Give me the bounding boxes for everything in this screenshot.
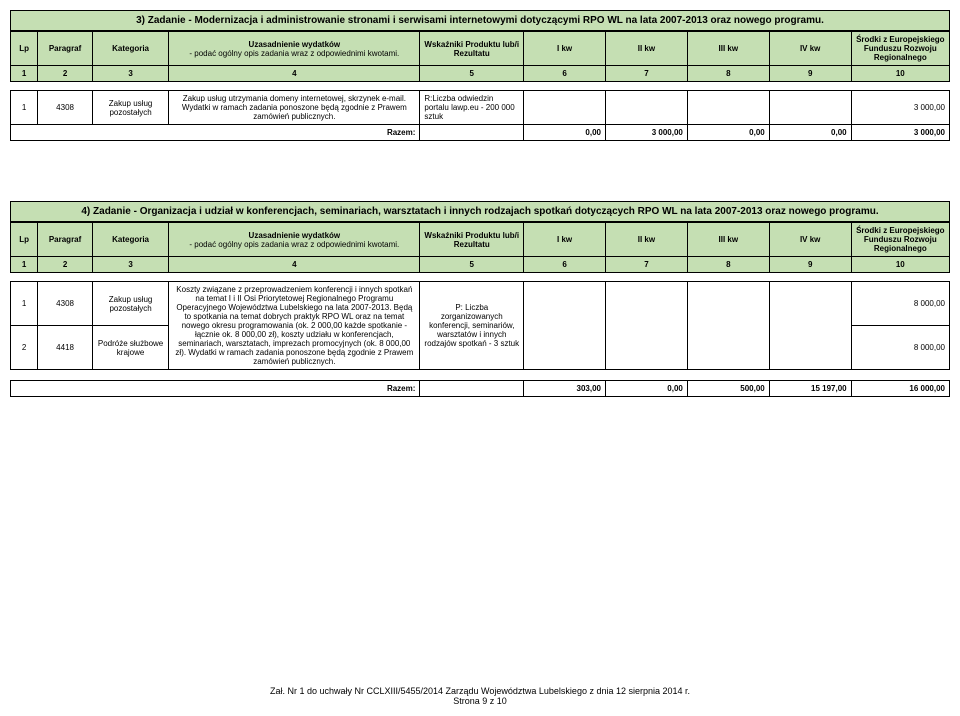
page-footer: Zał. Nr 1 do uchwały Nr CCLXIII/5455/201… <box>0 686 960 706</box>
hdr-kategoria: Kategoria <box>92 32 168 66</box>
cell-srodki: 8 000,00 <box>851 282 949 326</box>
razem-v2: 3 000,00 <box>606 125 688 141</box>
section3-title: 3) Zadanie - Modernizacja i administrowa… <box>10 10 950 31</box>
cell-kategoria: Zakup usług pozostałych <box>92 282 168 326</box>
cell-uzas: Koszty związane z przeprowadzeniem konfe… <box>169 282 420 370</box>
cell-paragraf: 4308 <box>38 91 93 125</box>
hdr-kategoria: Kategoria <box>92 223 168 257</box>
num-9: 9 <box>769 257 851 273</box>
section3-data: 1 4308 Zakup usług pozostałych Zakup usł… <box>10 90 950 141</box>
razem-empty <box>420 125 524 141</box>
hdr-wsk: Wskaźniki Produktu lub/i Rezultatu <box>420 223 524 257</box>
section4-razem: Razem: 303,00 0,00 500,00 15 197,00 16 0… <box>10 380 950 397</box>
hdr-paragraf: Paragraf <box>38 223 93 257</box>
hdr-lp: Lp <box>11 32 38 66</box>
footer-line2: Strona 9 z 10 <box>453 696 507 706</box>
cell-kw1 <box>524 282 606 370</box>
cell-lp: 2 <box>11 326 38 370</box>
cell-paragraf: 4308 <box>38 282 93 326</box>
section3-table: Lp Paragraf Kategoria Uzasadnienie wydat… <box>10 31 950 82</box>
num-4: 4 <box>169 66 420 82</box>
cell-kw2 <box>606 282 688 370</box>
num-1: 1 <box>11 257 38 273</box>
razem-row: Razem: 303,00 0,00 500,00 15 197,00 16 0… <box>11 381 950 397</box>
razem-label: Razem: <box>11 125 420 141</box>
hdr-kw3: III kw <box>687 32 769 66</box>
num-6: 6 <box>524 257 606 273</box>
hdr-kw4: IV kw <box>769 32 851 66</box>
num-8: 8 <box>687 257 769 273</box>
hdr-kw1: I kw <box>524 223 606 257</box>
hdr-kw4: IV kw <box>769 223 851 257</box>
cell-kw3 <box>687 91 769 125</box>
num-3: 3 <box>92 257 168 273</box>
hdr-lp: Lp <box>11 223 38 257</box>
hdr-kw3: III kw <box>687 223 769 257</box>
footer-line1: Zał. Nr 1 do uchwały Nr CCLXIII/5455/201… <box>270 686 690 696</box>
num-4: 4 <box>169 257 420 273</box>
razem-label: Razem: <box>11 381 420 397</box>
razem-v4: 15 197,00 <box>769 381 851 397</box>
cell-uzas: Zakup usług utrzymania domeny internetow… <box>169 91 420 125</box>
hdr-wsk: Wskaźniki Produktu lub/i Rezultatu <box>420 32 524 66</box>
razem-v5: 16 000,00 <box>851 381 949 397</box>
num-5: 5 <box>420 257 524 273</box>
section4-title: 4) Zadanie - Organizacja i udział w konf… <box>10 201 950 222</box>
cell-wsk: P: Liczba zorganizowanych konferencji, s… <box>420 282 524 370</box>
hdr-kw1: I kw <box>524 32 606 66</box>
cell-kategoria: Zakup usług pozostałych <box>92 91 168 125</box>
hdr-paragraf: Paragraf <box>38 32 93 66</box>
table-row: 1 4308 Zakup usług pozostałych Koszty zw… <box>11 282 950 326</box>
razem-v3: 500,00 <box>687 381 769 397</box>
hdr-kw2: II kw <box>606 32 688 66</box>
cell-lp: 1 <box>11 91 38 125</box>
num-2: 2 <box>38 257 93 273</box>
cell-kategoria: Podróże służbowe krajowe <box>92 326 168 370</box>
razem-empty <box>420 381 524 397</box>
section4-data: 1 4308 Zakup usług pozostałych Koszty zw… <box>10 281 950 370</box>
cell-kw3 <box>687 282 769 370</box>
cell-wsk: R:Liczba odwiedzin portalu lawp.eu - 200… <box>420 91 524 125</box>
razem-v5: 3 000,00 <box>851 125 949 141</box>
razem-row: Razem: 0,00 3 000,00 0,00 0,00 3 000,00 <box>11 125 950 141</box>
num-5: 5 <box>420 66 524 82</box>
num-2: 2 <box>38 66 93 82</box>
hdr-srodki: Środki z Europejskiego Funduszu Rozwoju … <box>851 223 949 257</box>
cell-kw2 <box>606 91 688 125</box>
cell-lp: 1 <box>11 282 38 326</box>
hdr-kw2: II kw <box>606 223 688 257</box>
num-10: 10 <box>851 66 949 82</box>
hdr-uzas: Uzasadnienie wydatków- podać ogólny opis… <box>169 32 420 66</box>
table-row: 1 4308 Zakup usług pozostałych Zakup usł… <box>11 91 950 125</box>
num-7: 7 <box>606 257 688 273</box>
razem-v3: 0,00 <box>687 125 769 141</box>
hdr-srodki: Środki z Europejskiego Funduszu Rozwoju … <box>851 32 949 66</box>
razem-v4: 0,00 <box>769 125 851 141</box>
num-1: 1 <box>11 66 38 82</box>
num-9: 9 <box>769 66 851 82</box>
hdr-uzas: Uzasadnienie wydatków- podać ogólny opis… <box>169 223 420 257</box>
cell-kw4 <box>769 91 851 125</box>
cell-kw1 <box>524 91 606 125</box>
razem-v2: 0,00 <box>606 381 688 397</box>
razem-v1: 0,00 <box>524 125 606 141</box>
cell-paragraf: 4418 <box>38 326 93 370</box>
num-6: 6 <box>524 66 606 82</box>
section4-table: Lp Paragraf Kategoria Uzasadnienie wydat… <box>10 222 950 273</box>
cell-srodki: 3 000,00 <box>851 91 949 125</box>
cell-kw4 <box>769 282 851 370</box>
num-8: 8 <box>687 66 769 82</box>
num-7: 7 <box>606 66 688 82</box>
num-10: 10 <box>851 257 949 273</box>
cell-srodki: 8 000,00 <box>851 326 949 370</box>
num-3: 3 <box>92 66 168 82</box>
razem-v1: 303,00 <box>524 381 606 397</box>
